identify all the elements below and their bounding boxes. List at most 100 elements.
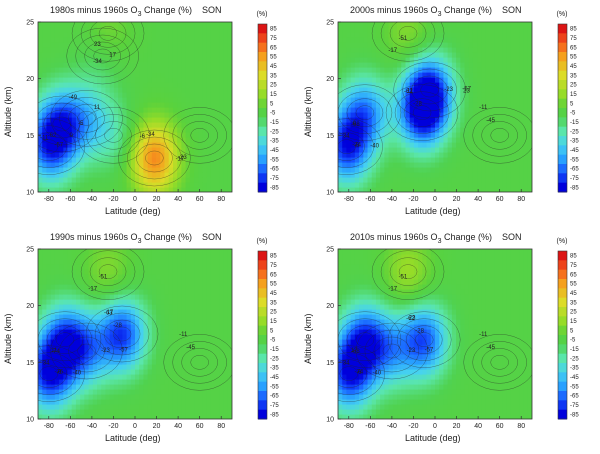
heatmap-cell: [506, 107, 512, 113]
heatmap-cell: [88, 37, 94, 43]
heatmap-cell: [181, 329, 187, 335]
heatmap-cell: [63, 77, 69, 83]
heatmap-cell: [392, 32, 398, 38]
heatmap-cell: [113, 112, 119, 118]
heatmap-cell: [194, 112, 199, 118]
heatmap-cell: [227, 314, 232, 320]
heatmap-cell: [338, 77, 343, 83]
heatmap-cell: [97, 344, 102, 350]
heatmap-cell: [181, 117, 187, 123]
heatmap-cell: [451, 172, 457, 178]
heatmap-cell: [113, 37, 119, 43]
heatmap-cell: [172, 274, 178, 280]
heatmap-cell: [202, 102, 208, 108]
heatmap-cell: [392, 142, 398, 148]
heatmap-cell: [168, 324, 174, 330]
heatmap-cell: [202, 72, 208, 78]
heatmap-cell: [354, 67, 360, 73]
heatmap-cell: [164, 304, 170, 310]
heatmap-cell: [435, 72, 440, 78]
contour-line: [338, 118, 383, 175]
heatmap-cell: [185, 147, 191, 153]
heatmap-cell: [202, 132, 208, 138]
heatmap-cell: [215, 27, 220, 33]
colorbar-tick-label: -5: [270, 111, 276, 117]
heatmap-cell: [194, 167, 199, 173]
heatmap-cell: [185, 182, 191, 188]
heatmap-cell: [160, 52, 166, 58]
heatmap-cell: [42, 187, 48, 192]
heatmap-cell: [215, 62, 220, 68]
contour-line: [84, 41, 121, 71]
heatmap-cell: [168, 187, 174, 192]
heatmap-cell: [88, 117, 94, 123]
heatmap-cell: [151, 37, 157, 43]
heatmap-cell: [447, 127, 453, 133]
heatmap-cell: [80, 374, 85, 380]
heatmap-cell: [485, 77, 491, 83]
heatmap-cell: [151, 339, 157, 345]
heatmap-cell: [413, 22, 419, 28]
heatmap-cell: [502, 142, 508, 148]
heatmap-cell: [147, 284, 153, 290]
heatmap-cell: [130, 182, 136, 188]
heatmap-cell: [464, 157, 470, 163]
heatmap-cell: [401, 147, 407, 153]
heatmap-cell: [189, 97, 195, 103]
heatmap-cell: [126, 177, 132, 183]
heatmap-cell: [210, 47, 216, 53]
heatmap-cell: [371, 52, 377, 58]
heatmap-cell: [147, 47, 153, 53]
heatmap-cell: [84, 187, 90, 192]
heatmap-cell: [354, 27, 360, 33]
heatmap-cell: [189, 77, 195, 83]
heatmap-cell: [194, 409, 199, 415]
heatmap-cell: [118, 264, 123, 270]
heatmap-cell: [135, 309, 140, 315]
heatmap-cell: [185, 52, 191, 58]
heatmap-cell: [527, 62, 532, 68]
heatmap-cell: [63, 57, 69, 63]
heatmap-cell: [168, 269, 174, 275]
heatmap-cell: [105, 399, 111, 405]
heatmap-cell: [206, 132, 212, 138]
heatmap-cell: [42, 274, 48, 280]
heatmap-cell: [439, 107, 445, 113]
heatmap-cell: [105, 289, 111, 295]
heatmap-cell: [156, 374, 161, 380]
heatmap-cell: [97, 137, 102, 143]
heatmap-cell: [160, 187, 166, 192]
heatmap-cell: [202, 274, 208, 280]
heatmap-cell: [88, 364, 94, 370]
heatmap-cell: [113, 122, 119, 128]
heatmap-cell: [435, 157, 440, 163]
heatmap-cell: [147, 334, 153, 340]
heatmap-cell: [160, 32, 166, 38]
heatmap-cell: [59, 77, 64, 83]
heatmap-cell: [172, 87, 178, 93]
heatmap-cell: [101, 187, 107, 192]
heatmap-cell: [101, 259, 107, 265]
heatmap-cell: [215, 289, 220, 295]
heatmap-cell: [342, 122, 348, 128]
heatmap-cell: [75, 187, 81, 192]
heatmap-cell: [92, 379, 98, 385]
heatmap-cell: [489, 112, 495, 118]
heatmap-cell: [156, 384, 161, 390]
heatmap-cell: [75, 107, 81, 113]
contour-line: [38, 352, 77, 395]
heatmap-cell: [397, 62, 402, 68]
heatmap-cell: [71, 339, 77, 345]
heatmap-cell: [185, 339, 191, 345]
heatmap-cell: [122, 32, 128, 38]
contour-label: -27: [95, 16, 104, 22]
heatmap-cell: [210, 299, 216, 305]
heatmap-cell: [67, 112, 73, 118]
heatmap-cell: [109, 269, 115, 275]
heatmap-cell: [130, 162, 136, 168]
heatmap-cell: [464, 112, 470, 118]
heatmap-cell: [468, 67, 474, 73]
heatmap-cell: [84, 147, 90, 153]
heatmap-cell: [392, 42, 398, 48]
heatmap-cell: [443, 102, 449, 108]
